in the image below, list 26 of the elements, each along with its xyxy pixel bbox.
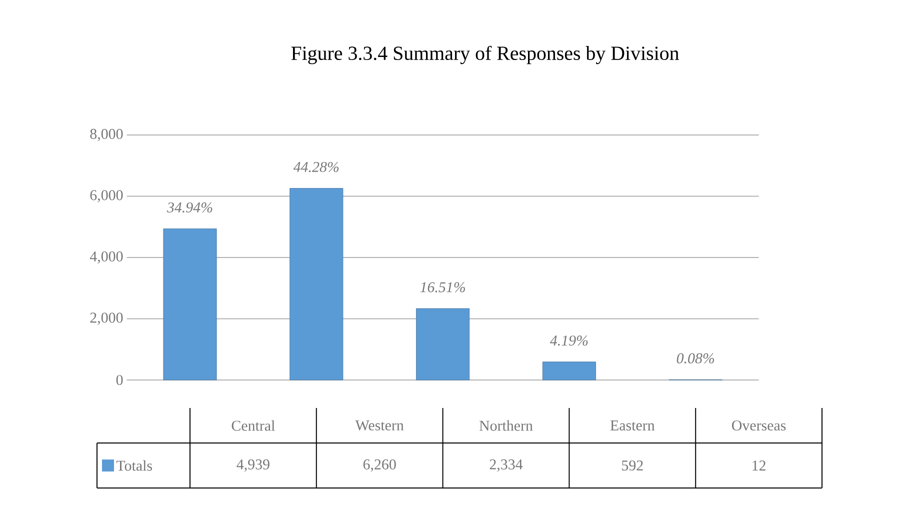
x-tick-label: Western [355, 420, 404, 430]
annotation: 4.19% [550, 336, 588, 346]
bar [542, 362, 596, 380]
x-tick-label: Eastern [610, 420, 655, 430]
y-tick-label: 6,000 [90, 190, 123, 202]
annotation: 16.51% [420, 282, 465, 292]
data-label: 6,260 [363, 459, 396, 472]
y-tick-label: 4,000 [90, 251, 123, 264]
y-tick-label: 0 [116, 374, 123, 386]
legend-label: Totals [116, 460, 152, 471]
x-tick-label: Central [232, 420, 275, 431]
data-label: 2,334 [490, 459, 523, 472]
annotation: 44.28% [293, 162, 339, 172]
chart-title: Figure 3.3.4 Summary of Responses by Division [291, 46, 679, 64]
y-tick-label: 8,000 [90, 128, 123, 142]
data-label: 12 [752, 460, 766, 470]
data-label: 4,939 [236, 459, 270, 472]
x-tick-label: Northern [479, 420, 533, 431]
annotation: 0.08% [676, 353, 714, 364]
bar [416, 308, 470, 380]
y-tick-label: 2,000 [90, 312, 123, 325]
annotation: 34.94% [166, 202, 212, 213]
data-label: 592 [622, 460, 643, 471]
x-tick-label: Overseas [732, 420, 786, 431]
bar [163, 228, 217, 380]
bar [290, 188, 344, 380]
